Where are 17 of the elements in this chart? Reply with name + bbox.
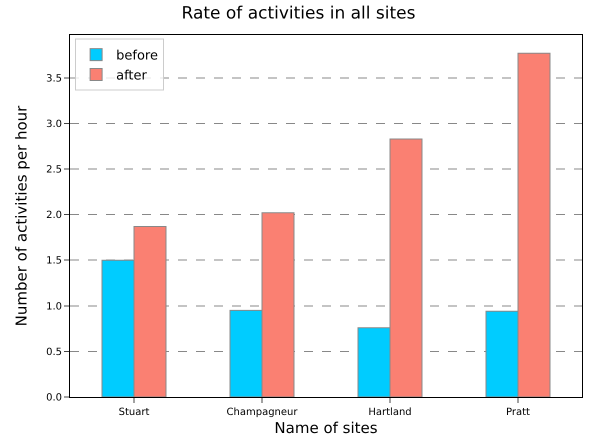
y-tick-label: 2.5 bbox=[46, 164, 62, 176]
y-tick-label: 1.5 bbox=[46, 256, 62, 267]
y-tick-label: 3.5 bbox=[46, 73, 62, 84]
x-axis-title: Name of sites bbox=[274, 419, 378, 437]
y-axis-title: Number of activities per hour bbox=[12, 104, 30, 326]
y-tick-label: 3.0 bbox=[46, 118, 62, 130]
legend-label: after bbox=[116, 68, 148, 84]
x-tick-label: Pratt bbox=[506, 407, 530, 418]
legend-label: before bbox=[116, 48, 158, 64]
y-tick-label: 2.0 bbox=[46, 210, 62, 222]
x-tick-label: Stuart bbox=[118, 407, 150, 418]
x-tick-label: Hartland bbox=[368, 407, 412, 418]
y-tick-label: 1.0 bbox=[46, 301, 62, 312]
y-tick-label: 0.5 bbox=[46, 346, 62, 358]
x-tick-label: Champagneur bbox=[226, 407, 298, 418]
y-tick-label: 0.0 bbox=[46, 392, 62, 404]
chart-title: Rate of activities in all sites bbox=[182, 4, 416, 24]
